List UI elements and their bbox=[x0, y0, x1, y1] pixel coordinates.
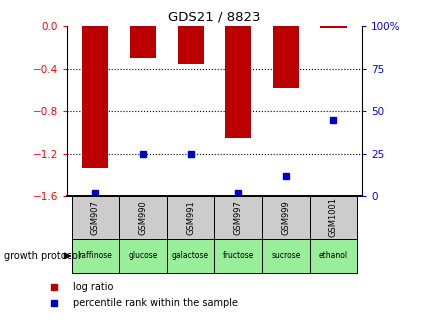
Title: GDS21 / 8823: GDS21 / 8823 bbox=[168, 10, 260, 24]
Bar bbox=[214, 239, 261, 273]
Text: ethanol: ethanol bbox=[318, 251, 347, 260]
Text: log ratio: log ratio bbox=[73, 282, 113, 292]
Bar bbox=[261, 196, 309, 239]
Text: GSM990: GSM990 bbox=[138, 200, 147, 235]
Text: GSM997: GSM997 bbox=[233, 200, 242, 235]
Text: percentile rank within the sample: percentile rank within the sample bbox=[73, 299, 237, 308]
Bar bbox=[82, 26, 108, 167]
Bar bbox=[261, 239, 309, 273]
Bar bbox=[166, 196, 214, 239]
Bar bbox=[71, 196, 119, 239]
Bar bbox=[166, 239, 214, 273]
Bar bbox=[309, 196, 356, 239]
Bar bbox=[272, 26, 298, 88]
Bar bbox=[319, 26, 346, 28]
Bar bbox=[119, 239, 166, 273]
Bar bbox=[71, 239, 119, 273]
Text: GSM999: GSM999 bbox=[281, 200, 290, 235]
Bar bbox=[224, 26, 251, 138]
Text: GSM1001: GSM1001 bbox=[328, 198, 337, 237]
Text: growth protocol: growth protocol bbox=[4, 251, 81, 261]
Text: raffinose: raffinose bbox=[78, 251, 112, 260]
Text: sucrose: sucrose bbox=[270, 251, 300, 260]
Bar bbox=[177, 26, 203, 64]
Text: galactose: galactose bbox=[172, 251, 209, 260]
Text: GSM907: GSM907 bbox=[91, 200, 100, 235]
Bar bbox=[119, 196, 166, 239]
Text: glucose: glucose bbox=[128, 251, 157, 260]
Bar bbox=[309, 239, 356, 273]
Text: fructose: fructose bbox=[222, 251, 253, 260]
Bar bbox=[214, 196, 261, 239]
Text: GSM991: GSM991 bbox=[186, 200, 195, 235]
Bar bbox=[129, 26, 156, 58]
